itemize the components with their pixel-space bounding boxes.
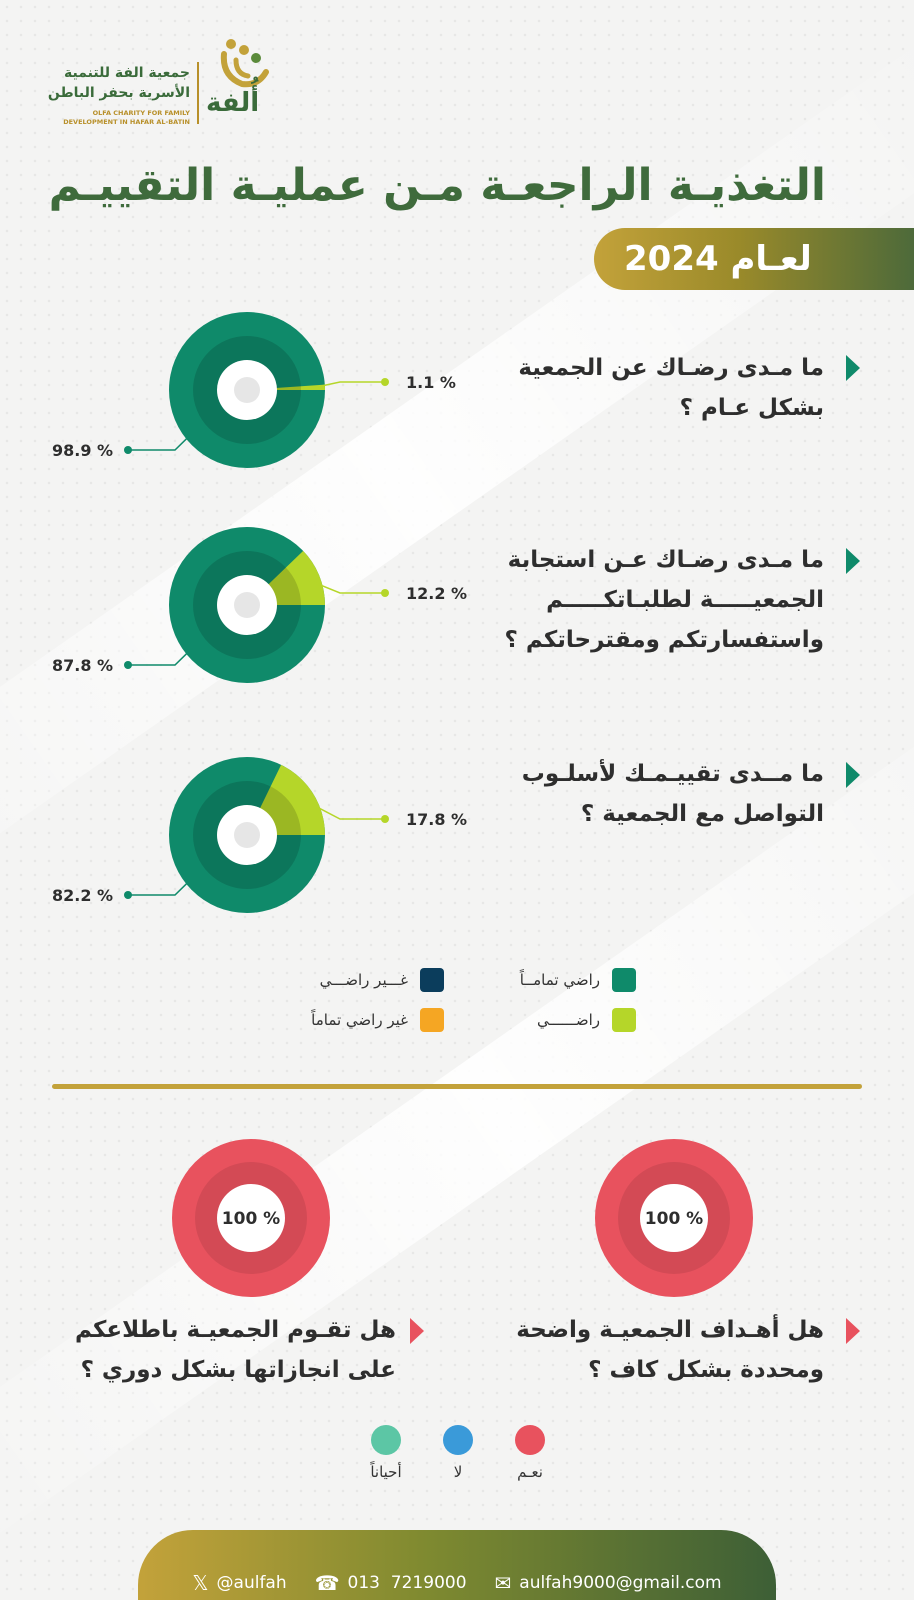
value-label-yes: 100 %: [222, 1209, 280, 1229]
value-label-very-satisfied: 98.9 %: [52, 441, 113, 460]
pie-center-dot: [234, 377, 260, 403]
legend-label-very-satisfied: راضي تمامــاً: [519, 971, 600, 989]
legend-item-yes: نعـم: [505, 1425, 555, 1481]
question-2-line3: واستفسارتكم ومقترحاتكم ؟: [504, 627, 824, 653]
pie-center-hole: [217, 1184, 285, 1252]
bottom-question-2-line1: هل تقـوم الجمعيـة باطلاعكم: [74, 1317, 396, 1343]
pie-chart-1: 1.1 % 98.9 %: [52, 312, 456, 468]
legend-label-not-satisfied-at-all: غير راضي تماماً: [311, 1011, 408, 1029]
bottom-question-1-line2: ومحددة بشكل كاف ؟: [588, 1357, 824, 1383]
legend-item-not-satisfied-at-all: غير راضي تماماً: [311, 1008, 444, 1032]
phone-icon: ☎: [314, 1570, 340, 1595]
value-label-satisfied: 17.8 %: [406, 810, 467, 829]
year-banner: لعـام 2024: [594, 228, 914, 290]
email-address: aulfah9000@gmail.com: [519, 1572, 722, 1593]
pie-chart-5: 100 %: [172, 1139, 330, 1297]
section-divider: [52, 1084, 862, 1089]
leader-line-very-satisfied: [128, 881, 190, 896]
envelope-icon: ✉: [494, 1570, 512, 1595]
question-3: ما مــدى تقييـمـك لأسلـوب التواصل مع الج…: [464, 754, 824, 834]
leader-line-very-satisfied: [128, 436, 190, 451]
legend-swatch-satisfied: [612, 1008, 636, 1032]
legend-dot-sometimes: [371, 1425, 401, 1455]
page-title: التغذيـة الراجعـة مـن عمليـة التقييـم: [48, 160, 826, 211]
footer-contact-bar: 𝕏 @aulfah ☎ 013 7219000 ✉ aulfah9000@gma…: [138, 1530, 776, 1600]
leader-dot-satisfied: [381, 589, 389, 597]
org-name-ar-line1: جمعية الفة للتنمية: [64, 65, 190, 81]
legend-item-no: لا: [433, 1425, 483, 1481]
legend-item-satisfied: راضــــــي: [537, 1008, 636, 1032]
value-label-satisfied: 12.2 %: [406, 584, 467, 603]
legend-label-yes: نعـم: [517, 1463, 543, 1481]
value-label-satisfied: 1.1 %: [406, 373, 456, 392]
phone-number: 013 7219000: [347, 1572, 467, 1593]
logo-name: أُلفة: [206, 88, 260, 118]
leader-dot-very-satisfied: [124, 891, 132, 899]
leader-line-satisfied: [313, 381, 385, 389]
leader-line-very-satisfied: [128, 651, 190, 666]
legend-dot-yes: [515, 1425, 545, 1455]
legend-label-satisfied: راضــــــي: [536, 1011, 600, 1029]
org-name-ar-line2: الأسرية بحفر الباطن: [47, 85, 190, 101]
leader-line-satisfied: [302, 799, 385, 820]
value-label-yes: 100 %: [645, 1209, 703, 1229]
legend-item-not-satisfied: غـــير راضـــي: [320, 968, 444, 992]
legend-label-sometimes: أحياناً: [370, 1463, 402, 1481]
pie-chart-4: 100 %: [595, 1139, 753, 1297]
bottom-question-2: هل تقـوم الجمعيـة باطلاعكم على انجازاتها…: [16, 1310, 396, 1390]
legend-swatch-very-satisfied: [612, 968, 636, 992]
leader-dot-satisfied: [381, 815, 389, 823]
org-name-block: جمعية الفة للتنمية الأسرية بحفر الباطن O…: [20, 63, 190, 127]
legend-item-very-satisfied: راضي تمامــاً: [520, 968, 636, 992]
question-3-line1: ما مــدى تقييـمـك لأسلـوب: [521, 761, 824, 787]
question-arrow-icon: [846, 355, 860, 381]
value-label-very-satisfied: 82.2 %: [52, 886, 113, 905]
question-3-line2: التواصل مع الجمعية ؟: [580, 801, 824, 827]
pie-center-dot: [234, 592, 260, 618]
pie-center-hole: [640, 1184, 708, 1252]
org-name-en-line1: OLFA CHARITY FOR FAMILY: [92, 109, 190, 117]
bottom-question-2-line2: على انجازاتها بشكل دوري ؟: [80, 1357, 396, 1383]
bottom-question-1: هل أهـداف الجمعيـة واضحة ومحددة بشكل كاف…: [444, 1310, 824, 1390]
question-arrow-icon: [410, 1318, 424, 1344]
question-arrow-icon: [846, 548, 860, 574]
logo-people-icon: [220, 39, 269, 88]
leader-line-satisfied: [308, 579, 385, 594]
pie-chart-2: 12.2 % 87.8 %: [52, 527, 467, 683]
footer-phone[interactable]: ☎ 013 7219000: [315, 1571, 467, 1595]
x-twitter-icon: 𝕏: [192, 1570, 209, 1595]
question-2-line1: ما مـدى رضـاك عـن استجابة: [507, 547, 824, 573]
org-name-en-line2: DEVELOPMENT IN HAFAR AL-BATIN: [63, 118, 190, 126]
legend-dot-no: [443, 1425, 473, 1455]
legend-item-sometimes: أحياناً: [360, 1425, 412, 1481]
legend-label-not-satisfied: غـــير راضـــي: [319, 971, 408, 989]
bottom-question-1-line1: هل أهـداف الجمعيـة واضحة: [516, 1317, 824, 1343]
legend-swatch-not-satisfied-at-all: [420, 1008, 444, 1032]
footer-email[interactable]: ✉ aulfah9000@gmail.com: [495, 1571, 722, 1595]
footer-twitter[interactable]: 𝕏 @aulfah: [192, 1571, 286, 1595]
leader-dot-satisfied: [381, 378, 389, 386]
question-1-line1: ما مـدى رضـاك عن الجمعية: [518, 355, 824, 381]
leader-dot-very-satisfied: [124, 446, 132, 454]
logo-separator: [197, 62, 199, 124]
year-label: لعـام 2024: [624, 239, 812, 279]
pie-chart-3: 17.8 % 82.2 %: [52, 757, 467, 913]
question-arrow-icon: [846, 762, 860, 788]
legend-label-no: لا: [453, 1463, 463, 1481]
question-2-line2: الجمعيـــــة لطلبـاتكـــــم: [546, 587, 824, 613]
leader-dot-very-satisfied: [124, 661, 132, 669]
question-arrow-icon: [846, 1318, 860, 1344]
question-1: ما مـدى رضـاك عن الجمعية بشكل عـام ؟: [464, 348, 824, 428]
twitter-handle: @aulfah: [216, 1572, 287, 1593]
question-2: ما مـدى رضـاك عـن استجابة الجمعيـــــة ل…: [464, 540, 824, 660]
pie-center-dot: [234, 822, 260, 848]
legend-swatch-not-satisfied: [420, 968, 444, 992]
question-1-line2: بشكل عـام ؟: [679, 395, 824, 421]
value-label-very-satisfied: 87.8 %: [52, 656, 113, 675]
